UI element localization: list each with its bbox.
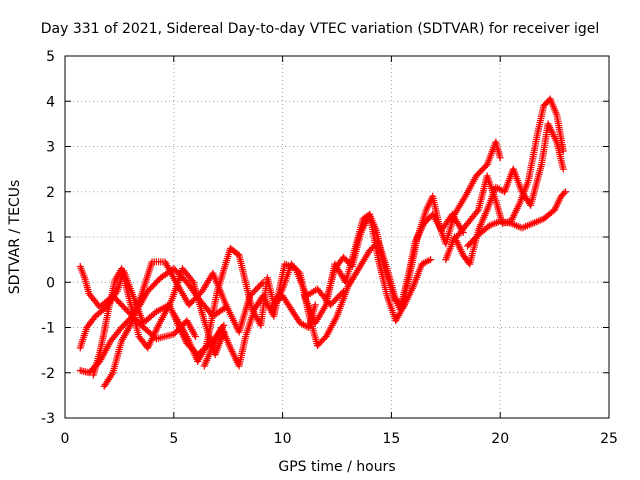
data-point bbox=[120, 304, 128, 312]
data-point bbox=[559, 147, 567, 155]
data-point bbox=[560, 189, 568, 197]
data-point bbox=[295, 268, 303, 276]
series-satellite-track-8 bbox=[268, 238, 408, 350]
x-axis-label: GPS time / hours bbox=[278, 459, 395, 475]
series-satellite-track-4 bbox=[89, 265, 228, 379]
data-point bbox=[188, 277, 196, 285]
data-point bbox=[122, 305, 130, 313]
axis-layer: 0 5 10 15 20 25 -3 -2 -1 0 1 2 3 4 5 bbox=[41, 49, 618, 447]
x-tick-label: 15 bbox=[382, 431, 400, 447]
data-point bbox=[125, 309, 133, 317]
y-tick-label: -2 bbox=[41, 366, 55, 382]
data-point bbox=[561, 188, 569, 196]
y-tick-label: -1 bbox=[41, 321, 55, 337]
series-satellite-track-13 bbox=[453, 95, 567, 241]
y-tick-label: 3 bbox=[46, 140, 55, 156]
plot-frame bbox=[64, 55, 610, 419]
data-point bbox=[559, 165, 567, 173]
y-axis-label: SDTVAR / TECUs bbox=[7, 180, 23, 295]
series-satellite-track-5 bbox=[100, 258, 267, 390]
x-tick-label: 20 bbox=[491, 431, 509, 447]
x-tick-label: 25 bbox=[600, 431, 618, 447]
y-tick-label: -3 bbox=[41, 411, 55, 427]
series-satellite-track-14 bbox=[464, 188, 569, 250]
data-point bbox=[427, 256, 435, 264]
y-tick-label: 2 bbox=[46, 185, 55, 201]
series-satellite-track-6 bbox=[170, 244, 319, 365]
data-point bbox=[192, 333, 200, 341]
x-tick-label: 5 bbox=[169, 431, 178, 447]
grid-layer bbox=[65, 56, 609, 418]
data-point bbox=[108, 370, 116, 378]
data-point bbox=[311, 301, 319, 309]
y-tick-label: 0 bbox=[46, 275, 55, 291]
data-marks bbox=[76, 95, 569, 390]
x-tick-label: 10 bbox=[274, 431, 292, 447]
data-point bbox=[496, 154, 504, 162]
x-tick-label: 0 bbox=[61, 431, 70, 447]
chart-title: Day 331 of 2021, Sidereal Day-to-day VTE… bbox=[41, 21, 600, 37]
y-tick-label: 5 bbox=[46, 49, 55, 65]
y-tick-label: 1 bbox=[46, 230, 55, 246]
y-tick-label: 4 bbox=[46, 94, 55, 110]
data-point bbox=[473, 208, 481, 216]
series-satellite-track-11 bbox=[398, 138, 504, 311]
